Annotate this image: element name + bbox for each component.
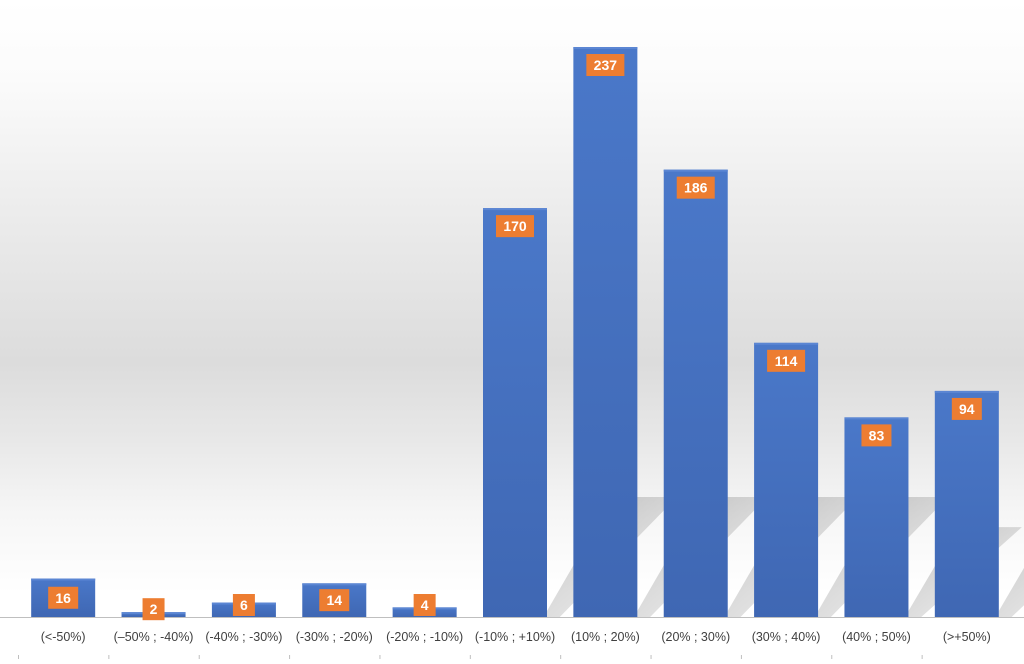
data-label-box [496,215,534,238]
bar [483,208,547,618]
x-tick-label: (30% ; 40%) [752,630,821,644]
data-label: 16 [55,590,71,606]
data-label-box [413,594,436,616]
data-label: 4 [421,597,429,613]
x-tick-label: (>+50%) [943,630,991,644]
bar [663,169,728,617]
data-label-box [142,598,165,621]
x-tick-label: (<-50%) [41,630,86,644]
data-label-box [951,397,982,420]
bar [754,342,819,617]
bar-top-edge [754,342,819,345]
bar-top-edge [663,169,728,172]
data-label: 14 [326,592,342,608]
data-label: 186 [684,180,708,196]
bar [844,417,909,617]
bar-top-edge [483,208,547,211]
data-label: 114 [775,353,798,369]
data-label: 237 [594,57,618,73]
bar-top-edge [934,390,999,393]
bar-top-edge [844,417,909,420]
bars [31,47,999,618]
x-axis: (<-50%) (–50% ; -40%) (-40% ; -30%) (-30% ;… [0,617,1024,659]
data-label-box [676,176,715,199]
data-label-box [861,424,892,447]
x-tick-label: (-10% ; +10%) [475,630,555,644]
data-label-box [232,594,255,616]
x-tick-label: (40% ; 50%) [842,630,911,644]
bar-top-edge [31,578,96,581]
data-label: 170 [503,218,527,234]
x-tick-label: (10% ; 20%) [571,630,640,644]
data-label: 94 [959,401,975,417]
x-tick-label: (20% ; 30%) [661,630,730,644]
bar-shadow [998,567,1024,617]
data-label-box [586,54,625,76]
data-label-box [48,586,79,609]
bar-top-edge [302,583,367,586]
bar [934,390,999,617]
x-tick-label: (–50% ; -40%) [114,630,194,644]
x-tick-label: (-30% ; -20%) [296,630,373,644]
data-labels: 16 2 6 14 4 170 237 186 114 83 94 [48,54,982,621]
x-tick-label: (-40% ; -30%) [205,630,282,644]
data-label-box [767,349,806,372]
data-label: 83 [869,427,885,443]
bar [573,47,638,617]
bar-top-edge [573,47,638,49]
x-tick-label: (-20% ; -10%) [386,630,463,644]
data-label: 6 [240,597,248,613]
data-label-box [319,589,350,612]
data-label: 2 [150,601,158,617]
